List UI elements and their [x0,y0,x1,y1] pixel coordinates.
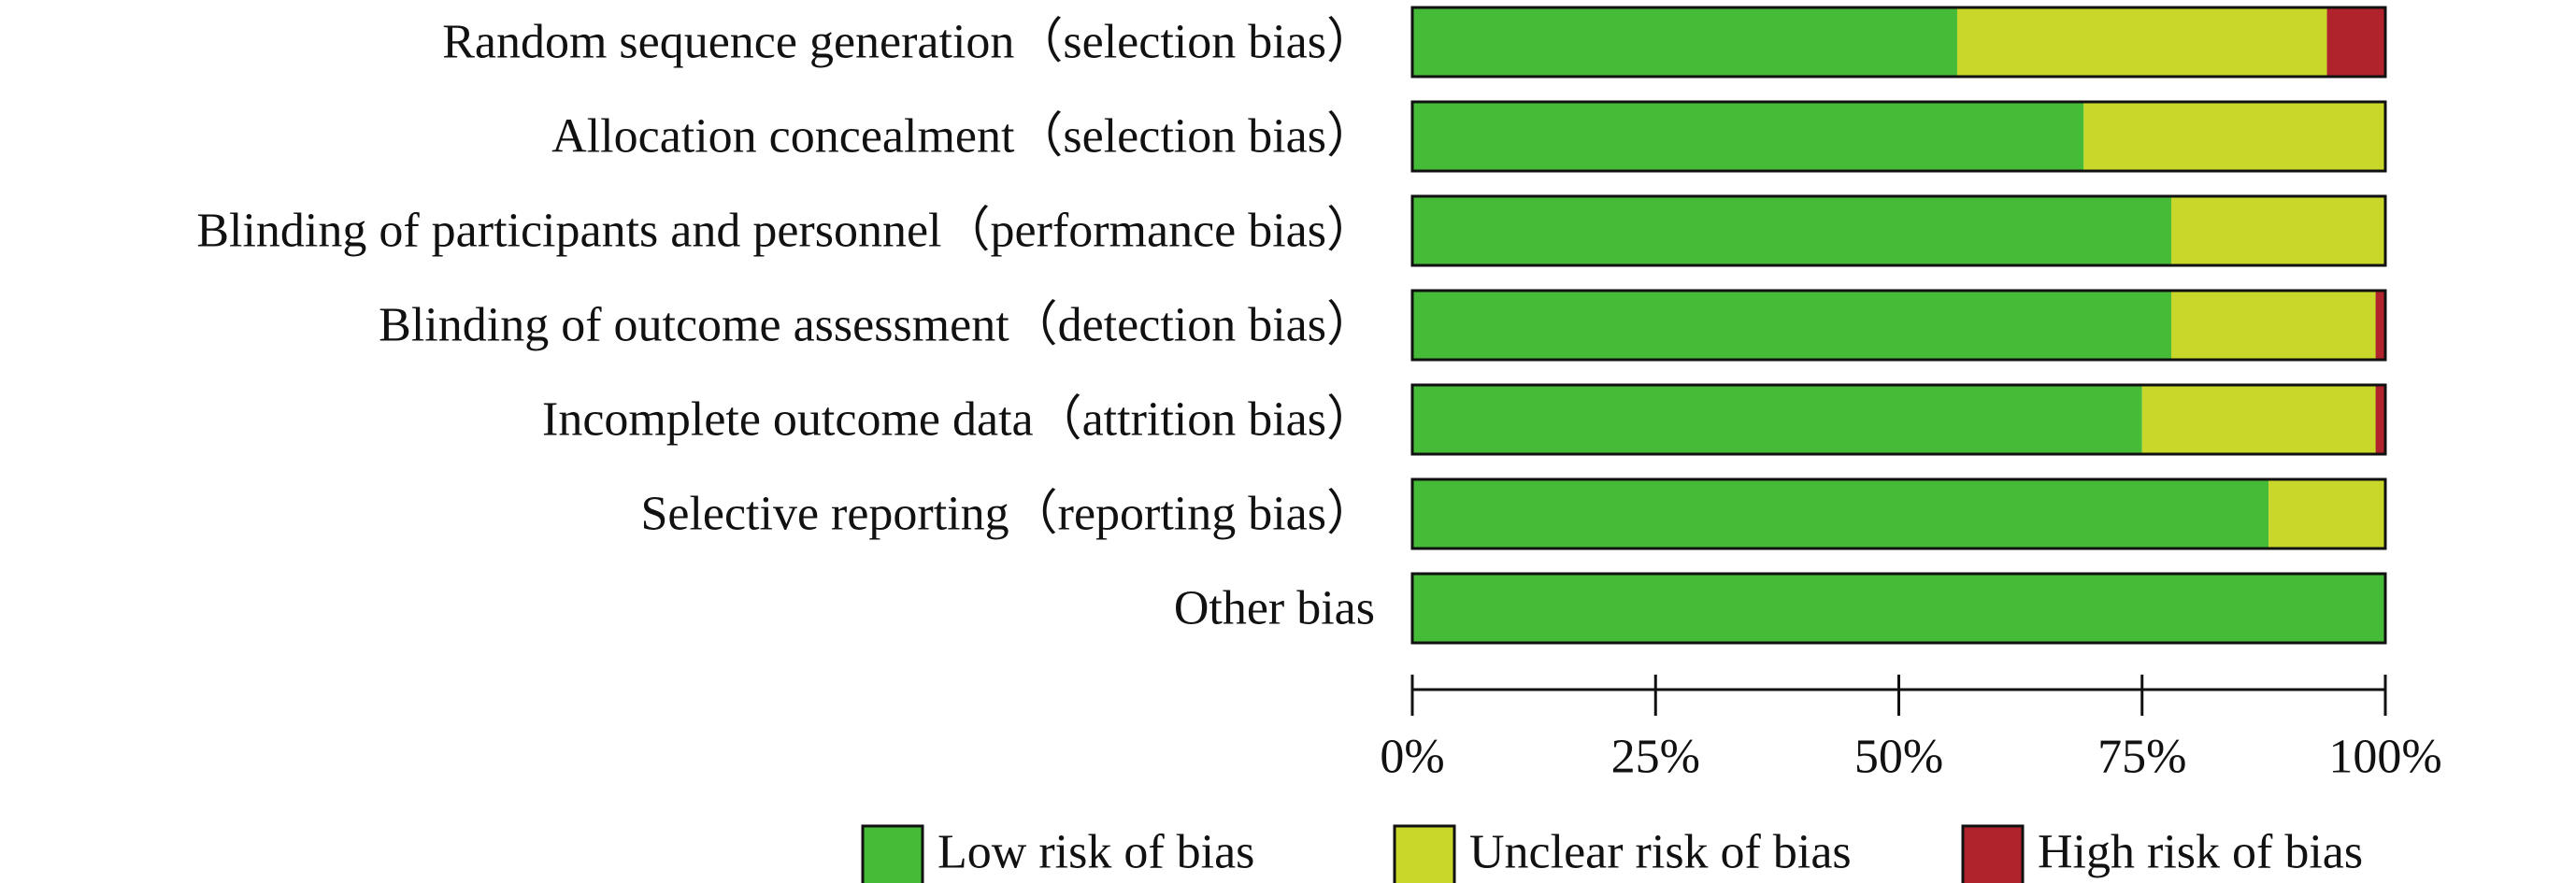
x-tick-label: 25% [1611,731,1700,784]
bar-segment-unclear-risk-of-bias [2141,385,2376,454]
bar-segment-high-risk-of-bias [2326,7,2385,77]
category-label: Other bias [1174,582,1375,635]
bar-outline [1410,477,2387,550]
category-label: Blinding of outcome assessment（detection… [379,299,1375,352]
x-axis: 0% 25% 50% 75% 100% [1380,675,2442,784]
legend: Low risk of bias Unclear risk of bias High… [861,824,2363,883]
bar-segment-unclear-risk-of-bias [2170,291,2376,360]
category-label: Blinding of participants and personnel（p… [196,205,1375,258]
legend-item-unclear-risk-of-bias: Unclear risk of bias [1393,824,1852,883]
bar-segment-low-risk-of-bias [1412,574,2385,643]
x-tick-label: 75% [2097,731,2186,784]
bar-row: Selective reporting（reporting bias） [640,477,2387,550]
legend-label: Unclear risk of bias [1469,826,1852,879]
bar-outline [1410,383,2387,456]
bar-segment-low-risk-of-bias [1412,291,2171,360]
legend-item-low-risk-of-bias: Low risk of bias [861,824,1254,883]
bar-row: Incomplete outcome data（attrition bias） [542,383,2387,456]
bar-segment-unclear-risk-of-bias [2268,479,2385,548]
bar-segment-low-risk-of-bias [1412,102,2084,171]
bar-segment-unclear-risk-of-bias [1956,7,2327,77]
x-tick-label: 100% [2328,731,2441,784]
bar-segment-low-risk-of-bias [1412,7,1957,77]
bar-outline [1410,6,2387,78]
bar-segment-high-risk-of-bias [2375,385,2385,454]
category-label: Allocation concealment（selection bias） [551,110,1375,164]
x-tick-label: 50% [1854,731,1943,784]
bar-outline [1410,572,2387,645]
bar-row: Other bias [1174,572,2387,645]
bar-row: Blinding of outcome assessment（detection… [379,289,2387,362]
category-label: Random sequence generation（selection bia… [442,16,1375,69]
bar-segment-unclear-risk-of-bias [2170,196,2385,265]
bar-segment-high-risk-of-bias [2375,291,2385,360]
bar-outline [1410,194,2387,267]
legend-label: High risk of bias [2038,826,2363,879]
bar-rows: Random sequence generation（selection bia… [196,6,2387,645]
legend-swatch [861,824,924,883]
bar-row: Blinding of participants and personnel（p… [196,194,2387,267]
legend-swatch [1961,824,2025,883]
legend-item-high-risk-of-bias: High risk of bias [1961,824,2363,883]
legend-label: Low risk of bias [937,826,1254,879]
bar-segment-low-risk-of-bias [1412,385,2142,454]
legend-swatch [1393,824,1456,883]
bar-segment-unclear-risk-of-bias [2083,102,2385,171]
bar-outline [1410,289,2387,362]
bar-segment-low-risk-of-bias [1412,196,2171,265]
x-tick-label: 0% [1380,731,1444,784]
bar-outline [1410,100,2387,173]
bar-segment-low-risk-of-bias [1412,479,2269,548]
category-label: Selective reporting（reporting bias） [640,488,1375,541]
bar-row: Random sequence generation（selection bia… [442,6,2387,78]
category-label: Incomplete outcome data（attrition bias） [542,393,1375,447]
bar-row: Allocation concealment（selection bias） [551,100,2387,173]
